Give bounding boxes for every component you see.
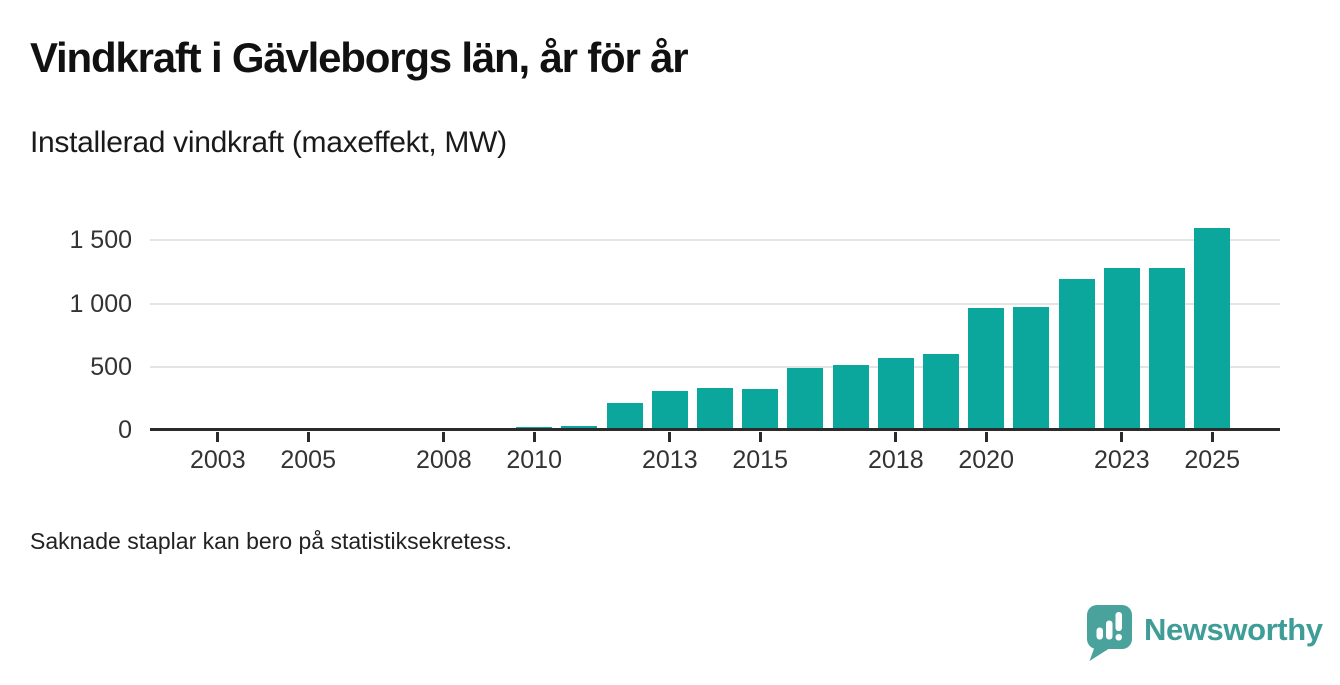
bar-2022 [1058, 279, 1095, 430]
x-tick-label: 2010 [506, 446, 562, 474]
y-tick-label: 1 500 [69, 226, 132, 255]
bar-2012 [606, 403, 643, 430]
x-tick-label: 2015 [732, 446, 788, 474]
gridline [150, 365, 1280, 368]
newsworthy-speech-bubble-chart-icon [1087, 605, 1132, 661]
x-tick [532, 432, 536, 442]
newsworthy-wordmark: Newsworthy [1144, 612, 1323, 647]
x-tick [1120, 432, 1124, 442]
bar-2017 [832, 365, 869, 430]
bar-2019 [923, 353, 959, 430]
y-tick-label: 1 000 [69, 289, 132, 318]
bar-2020 [968, 308, 1005, 430]
x-tick-label: 2023 [1093, 446, 1150, 474]
bar-2018 [877, 357, 914, 430]
gridline [150, 302, 1280, 305]
bar-2013 [651, 391, 688, 430]
x-tick [216, 432, 220, 442]
bar-2023 [1103, 267, 1140, 430]
x-tick-label: 2025 [1184, 446, 1240, 474]
y-tick-label: 500 [90, 352, 132, 381]
chart-subtitle: Installerad vindkraft (maxeffekt, MW) [30, 126, 507, 159]
gridline [150, 239, 1280, 242]
x-tick-label: 2003 [189, 446, 246, 474]
bar-2024 [1149, 267, 1185, 430]
x-tick [668, 432, 672, 442]
y-tick-label: 0 [118, 416, 132, 444]
chart-title: Vindkraft i Gävleborgs län, år för år [30, 34, 689, 81]
x-tick [984, 432, 988, 442]
x-tick [306, 432, 310, 442]
chart-plot: 2003 2005 2008 2010 2013 2015 2018 2020 2023 2025 [150, 220, 1280, 474]
x-tick [442, 432, 446, 442]
newsworthy-logo[interactable]: Newsworthy [1086, 604, 1323, 662]
x-tick-label: 2018 [867, 446, 924, 474]
x-tick-label: 2020 [958, 446, 1014, 474]
bar-2025 [1194, 227, 1231, 430]
chart-footnote: Saknade staplar kan bero på statistiksek… [30, 528, 512, 554]
bar-2016 [787, 368, 824, 430]
x-tick [1210, 432, 1214, 442]
bar-2014 [697, 388, 733, 430]
x-tick-label: 2008 [415, 446, 472, 474]
bar-2021 [1013, 307, 1050, 430]
bar-chart: 2003 2005 2008 2010 2013 2015 2018 2020 2023 2025… [0, 220, 1340, 490]
x-tick [894, 432, 898, 442]
x-tick-label: 2013 [641, 446, 698, 474]
x-tick-label: 2005 [280, 446, 336, 474]
bar-2015 [742, 388, 779, 430]
x-tick [758, 432, 762, 442]
x-axis-line [150, 428, 1280, 431]
